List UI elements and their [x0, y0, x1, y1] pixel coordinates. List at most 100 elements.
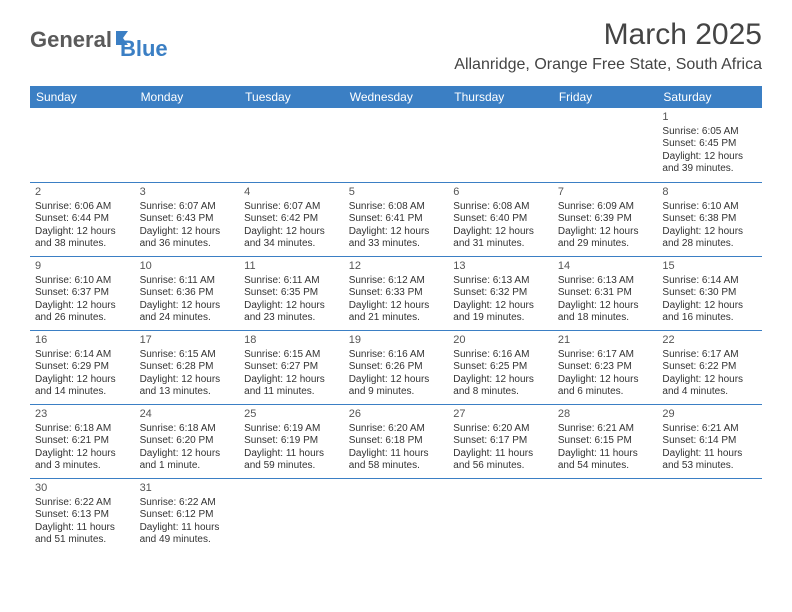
empty-cell	[553, 478, 658, 552]
calendar: SundayMondayTuesdayWednesdayThursdayFrid…	[30, 86, 762, 552]
day-sunrise: Sunrise: 6:05 AM	[662, 126, 757, 139]
day-number: 11	[244, 260, 339, 274]
page-title: March 2025	[454, 18, 762, 52]
day-sunrise: Sunrise: 6:09 AM	[558, 201, 653, 214]
day-sunset: Sunset: 6:19 PM	[244, 435, 339, 448]
day-number: 24	[140, 408, 235, 422]
day-daylight1: Daylight: 12 hours	[662, 374, 757, 387]
day-daylight2: and 14 minutes.	[35, 386, 130, 399]
day-cell: 20Sunrise: 6:16 AMSunset: 6:25 PMDayligh…	[448, 330, 553, 404]
day-sunrise: Sunrise: 6:07 AM	[140, 201, 235, 214]
day-sunrise: Sunrise: 6:10 AM	[662, 201, 757, 214]
day-number: 1	[662, 111, 757, 125]
day-daylight2: and 13 minutes.	[140, 386, 235, 399]
day-daylight2: and 39 minutes.	[662, 163, 757, 176]
day-sunset: Sunset: 6:33 PM	[349, 287, 444, 300]
day-daylight1: Daylight: 11 hours	[558, 448, 653, 461]
day-number: 12	[349, 260, 444, 274]
day-daylight2: and 31 minutes.	[453, 238, 548, 251]
day-sunrise: Sunrise: 6:10 AM	[35, 275, 130, 288]
day-sunrise: Sunrise: 6:11 AM	[140, 275, 235, 288]
logo-text-general: General	[30, 27, 112, 53]
day-sunset: Sunset: 6:43 PM	[140, 213, 235, 226]
day-number: 10	[140, 260, 235, 274]
day-sunrise: Sunrise: 6:06 AM	[35, 201, 130, 214]
day-sunrise: Sunrise: 6:16 AM	[349, 349, 444, 362]
empty-cell	[344, 478, 449, 552]
weekday-header-row: SundayMondayTuesdayWednesdayThursdayFrid…	[30, 86, 762, 108]
day-sunrise: Sunrise: 6:21 AM	[662, 423, 757, 436]
day-daylight2: and 56 minutes.	[453, 460, 548, 473]
day-number: 17	[140, 334, 235, 348]
empty-cell	[448, 478, 553, 552]
day-daylight2: and 28 minutes.	[662, 238, 757, 251]
day-daylight1: Daylight: 11 hours	[662, 448, 757, 461]
weekday-header-cell: Tuesday	[239, 86, 344, 108]
day-number: 25	[244, 408, 339, 422]
day-sunset: Sunset: 6:37 PM	[35, 287, 130, 300]
logo-text-blue: Blue	[120, 36, 168, 62]
day-daylight2: and 33 minutes.	[349, 238, 444, 251]
day-sunrise: Sunrise: 6:22 AM	[35, 497, 130, 510]
day-sunrise: Sunrise: 6:15 AM	[140, 349, 235, 362]
day-sunset: Sunset: 6:18 PM	[349, 435, 444, 448]
day-daylight1: Daylight: 12 hours	[244, 300, 339, 313]
day-sunset: Sunset: 6:15 PM	[558, 435, 653, 448]
day-daylight2: and 1 minute.	[140, 460, 235, 473]
empty-cell	[239, 478, 344, 552]
location-text: Allanridge, Orange Free State, South Afr…	[454, 56, 762, 74]
day-daylight2: and 51 minutes.	[35, 534, 130, 547]
day-daylight1: Daylight: 12 hours	[140, 448, 235, 461]
calendar-grid: 1Sunrise: 6:05 AMSunset: 6:45 PMDaylight…	[30, 108, 762, 552]
day-daylight2: and 8 minutes.	[453, 386, 548, 399]
day-number: 22	[662, 334, 757, 348]
day-daylight1: Daylight: 12 hours	[662, 300, 757, 313]
day-number: 30	[35, 482, 130, 496]
day-sunset: Sunset: 6:36 PM	[140, 287, 235, 300]
day-sunset: Sunset: 6:32 PM	[453, 287, 548, 300]
weekday-header-cell: Wednesday	[344, 86, 449, 108]
day-daylight2: and 19 minutes.	[453, 312, 548, 325]
day-sunrise: Sunrise: 6:14 AM	[35, 349, 130, 362]
day-sunset: Sunset: 6:27 PM	[244, 361, 339, 374]
logo: General Blue	[30, 18, 168, 62]
day-daylight2: and 3 minutes.	[35, 460, 130, 473]
day-sunset: Sunset: 6:35 PM	[244, 287, 339, 300]
day-sunrise: Sunrise: 6:19 AM	[244, 423, 339, 436]
day-number: 3	[140, 186, 235, 200]
day-sunset: Sunset: 6:41 PM	[349, 213, 444, 226]
day-daylight2: and 38 minutes.	[35, 238, 130, 251]
day-cell: 24Sunrise: 6:18 AMSunset: 6:20 PMDayligh…	[135, 404, 240, 478]
day-sunset: Sunset: 6:25 PM	[453, 361, 548, 374]
day-sunset: Sunset: 6:26 PM	[349, 361, 444, 374]
day-sunrise: Sunrise: 6:18 AM	[140, 423, 235, 436]
empty-cell	[344, 108, 449, 182]
day-daylight1: Daylight: 12 hours	[453, 300, 548, 313]
day-sunset: Sunset: 6:44 PM	[35, 213, 130, 226]
day-sunset: Sunset: 6:31 PM	[558, 287, 653, 300]
day-sunrise: Sunrise: 6:08 AM	[349, 201, 444, 214]
day-sunset: Sunset: 6:30 PM	[662, 287, 757, 300]
empty-cell	[448, 108, 553, 182]
day-sunrise: Sunrise: 6:16 AM	[453, 349, 548, 362]
day-sunrise: Sunrise: 6:22 AM	[140, 497, 235, 510]
empty-cell	[30, 108, 135, 182]
day-daylight2: and 58 minutes.	[349, 460, 444, 473]
day-sunset: Sunset: 6:20 PM	[140, 435, 235, 448]
day-sunrise: Sunrise: 6:11 AM	[244, 275, 339, 288]
header: General Blue March 2025 Allanridge, Oran…	[0, 0, 792, 80]
day-sunrise: Sunrise: 6:13 AM	[453, 275, 548, 288]
day-daylight2: and 59 minutes.	[244, 460, 339, 473]
day-cell: 23Sunrise: 6:18 AMSunset: 6:21 PMDayligh…	[30, 404, 135, 478]
day-number: 27	[453, 408, 548, 422]
day-daylight2: and 34 minutes.	[244, 238, 339, 251]
day-cell: 21Sunrise: 6:17 AMSunset: 6:23 PMDayligh…	[553, 330, 658, 404]
day-daylight2: and 24 minutes.	[140, 312, 235, 325]
day-daylight1: Daylight: 12 hours	[349, 300, 444, 313]
day-daylight1: Daylight: 12 hours	[140, 374, 235, 387]
weekday-header-cell: Friday	[553, 86, 658, 108]
day-daylight2: and 18 minutes.	[558, 312, 653, 325]
day-sunset: Sunset: 6:12 PM	[140, 509, 235, 522]
day-daylight1: Daylight: 12 hours	[244, 374, 339, 387]
day-cell: 25Sunrise: 6:19 AMSunset: 6:19 PMDayligh…	[239, 404, 344, 478]
